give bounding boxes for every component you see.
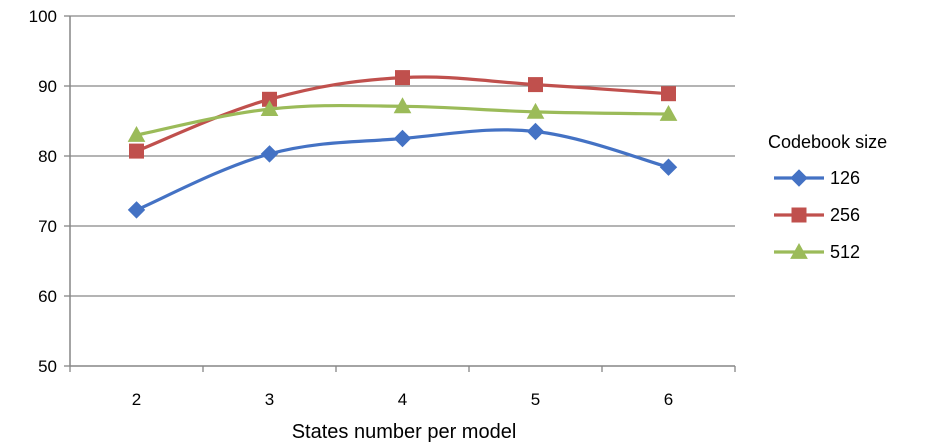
x-axis-title: States number per model — [292, 421, 517, 443]
series-126 — [127, 122, 678, 219]
y-tick-label: 50 — [38, 357, 57, 376]
data-point-triangle — [260, 100, 279, 116]
y-tick-label: 60 — [38, 287, 57, 306]
legend: Codebook size 126 256 512 — [768, 132, 887, 262]
data-point-triangle — [127, 125, 146, 142]
legend-title: Codebook size — [768, 132, 887, 152]
series-lines — [127, 70, 678, 219]
x-tick-label: 6 — [664, 390, 673, 409]
y-tick-label: 80 — [38, 147, 57, 166]
legend-entry: 512 — [774, 242, 860, 262]
data-point-triangle — [393, 97, 412, 114]
axes — [64, 15, 736, 372]
data-point-square — [129, 143, 144, 159]
data-point-diamond — [526, 122, 545, 141]
x-tick-labels: 2 3 4 5 6 — [132, 390, 673, 409]
y-tick-label: 100 — [29, 7, 57, 26]
legend-marker-triangle — [790, 242, 808, 259]
series-512 — [127, 97, 678, 142]
y-tick-labels: 50 60 70 80 90 100 — [29, 7, 57, 376]
data-point-diamond — [127, 201, 146, 219]
x-tick-label: 3 — [265, 390, 274, 409]
y-tick-label: 90 — [38, 77, 57, 96]
data-point-square — [528, 77, 543, 93]
x-tick-label: 5 — [531, 390, 540, 409]
gridlines — [70, 15, 735, 297]
legend-entry: 126 — [774, 168, 860, 188]
data-point-triangle — [659, 104, 678, 121]
data-point-square — [395, 70, 410, 86]
data-point-diamond — [393, 129, 412, 148]
data-point-diamond — [260, 145, 279, 163]
legend-label: 256 — [830, 205, 860, 225]
legend-marker-diamond — [790, 169, 808, 187]
x-tick-label: 2 — [132, 390, 141, 409]
legend-label: 126 — [830, 168, 860, 188]
data-point-diamond — [659, 158, 678, 176]
data-point-triangle — [526, 102, 545, 119]
legend-marker-square — [791, 207, 807, 223]
y-tick-label: 70 — [38, 217, 57, 236]
data-point-square — [661, 86, 676, 102]
x-tick-label: 4 — [398, 390, 407, 409]
legend-entry: 256 — [774, 205, 860, 225]
legend-label: 512 — [830, 242, 860, 262]
